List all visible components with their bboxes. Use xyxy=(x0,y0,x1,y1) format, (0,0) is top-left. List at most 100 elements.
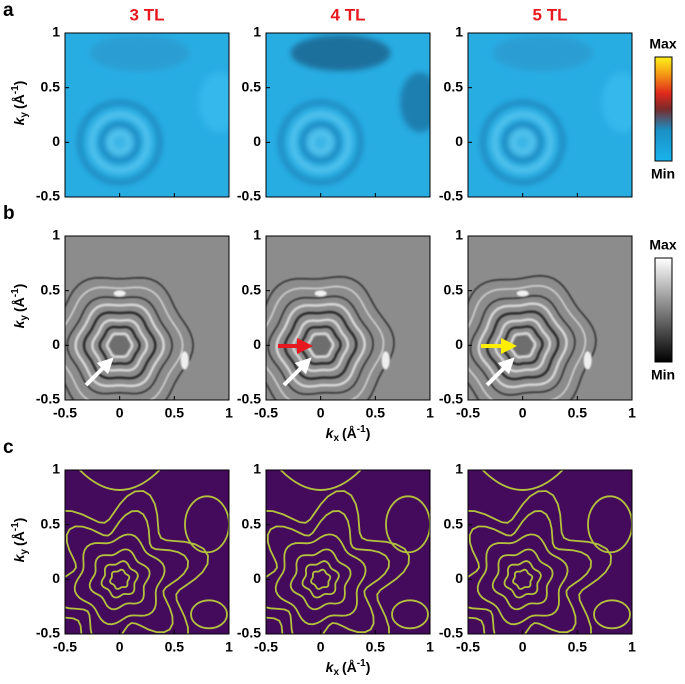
ring xyxy=(510,129,536,155)
y-tick-label: 1 xyxy=(455,227,463,243)
image-panel xyxy=(266,470,430,634)
unit: ) xyxy=(11,518,27,523)
panel-label: b xyxy=(3,203,15,224)
contour xyxy=(385,495,430,554)
y-tick-label: 0.5 xyxy=(41,281,61,297)
x-tick-label: 0.5 xyxy=(165,405,185,421)
image-bg xyxy=(266,236,430,400)
contour xyxy=(468,510,592,634)
x-tick-label: -0.5 xyxy=(254,405,278,421)
unit-exp: -1 xyxy=(10,522,21,531)
x-tick-label: 1 xyxy=(225,405,233,421)
contour xyxy=(593,599,631,630)
x-tick-label: 0 xyxy=(519,639,527,655)
frame xyxy=(265,235,431,401)
x-tick-label: 1 xyxy=(628,405,636,421)
y-tick-label: 1 xyxy=(52,24,60,40)
spot xyxy=(381,351,390,370)
subscript: y xyxy=(19,549,30,555)
blob xyxy=(89,35,190,71)
symbol: k xyxy=(11,116,27,125)
x-tick-label: 0.5 xyxy=(568,639,588,655)
colorbar-max: Max xyxy=(649,36,676,52)
contour xyxy=(266,510,390,634)
y-tick-label: 0.5 xyxy=(444,78,464,94)
x-tick-label: 0.5 xyxy=(366,639,386,655)
ring xyxy=(74,303,166,388)
y-tick-label: 0 xyxy=(455,133,463,149)
x-tick-label: 0 xyxy=(116,405,124,421)
contour xyxy=(100,560,139,599)
core xyxy=(512,335,533,356)
ring xyxy=(65,276,194,400)
unit: (Å xyxy=(11,531,27,546)
unit: (Å xyxy=(11,297,27,312)
unit: (Å xyxy=(342,659,357,675)
unit: ) xyxy=(366,659,371,675)
y-tick-label: 1 xyxy=(455,24,463,40)
y-tick-label: -0.5 xyxy=(36,391,60,407)
x-tick-label: -0.5 xyxy=(53,405,77,421)
y-tick-label: -0.5 xyxy=(36,188,60,204)
spot xyxy=(113,290,126,297)
image-bg xyxy=(65,236,229,400)
ring xyxy=(89,111,151,173)
x-tick-label: -0.5 xyxy=(254,639,278,655)
y-tick-label: 0.5 xyxy=(41,78,61,94)
contour xyxy=(468,490,612,634)
contour xyxy=(65,510,189,634)
contour xyxy=(184,495,229,554)
y-tick-label: -0.5 xyxy=(439,625,463,641)
y-tick-label: 0.5 xyxy=(242,281,262,297)
image-panel xyxy=(65,33,229,197)
contour xyxy=(476,533,569,626)
contour xyxy=(289,548,352,611)
arrow xyxy=(282,357,312,387)
axis-label: kx (Å-1) xyxy=(326,424,371,444)
contour xyxy=(310,568,332,590)
blob xyxy=(492,35,593,71)
contour xyxy=(109,568,131,590)
ring xyxy=(275,302,366,388)
unit-exp: -1 xyxy=(357,424,366,435)
ring xyxy=(266,275,395,400)
unit-exp: -1 xyxy=(10,85,21,94)
y-tick-label: 0 xyxy=(253,336,261,352)
core xyxy=(312,134,329,151)
x-tick-label: -0.5 xyxy=(456,639,480,655)
contour xyxy=(587,495,632,554)
x-tick-label: 0 xyxy=(317,405,325,421)
frame xyxy=(467,235,633,401)
x-tick-label: 0.5 xyxy=(366,405,386,421)
y-tick-label: 0 xyxy=(253,570,261,586)
spot xyxy=(583,351,592,370)
x-tick-label: -0.5 xyxy=(456,405,480,421)
contour xyxy=(88,548,151,611)
image-texture xyxy=(77,35,229,185)
panel-label: c xyxy=(3,437,14,458)
column-title: 4 TL xyxy=(331,5,366,24)
subscript: y xyxy=(19,315,30,321)
frame xyxy=(467,469,633,635)
frame xyxy=(265,32,431,198)
subscript: x xyxy=(333,433,339,444)
image-panel xyxy=(266,236,430,400)
y-tick-label: 0.5 xyxy=(242,515,262,531)
unit-exp: -1 xyxy=(10,288,21,297)
column-title: 5 TL xyxy=(533,5,568,24)
ring xyxy=(468,275,597,400)
arrow xyxy=(84,357,114,387)
colorbar-min: Min xyxy=(651,367,675,383)
ring xyxy=(98,325,141,365)
x-tick-label: 1 xyxy=(225,639,233,655)
contour xyxy=(266,490,410,634)
contour xyxy=(79,470,161,491)
blob xyxy=(199,72,229,133)
frame xyxy=(64,32,230,198)
ring xyxy=(492,111,554,173)
axis-label: ky (Å-1) xyxy=(10,284,30,329)
y-tick-label: 0.5 xyxy=(444,515,464,531)
contour xyxy=(280,470,362,491)
contour xyxy=(482,470,564,491)
